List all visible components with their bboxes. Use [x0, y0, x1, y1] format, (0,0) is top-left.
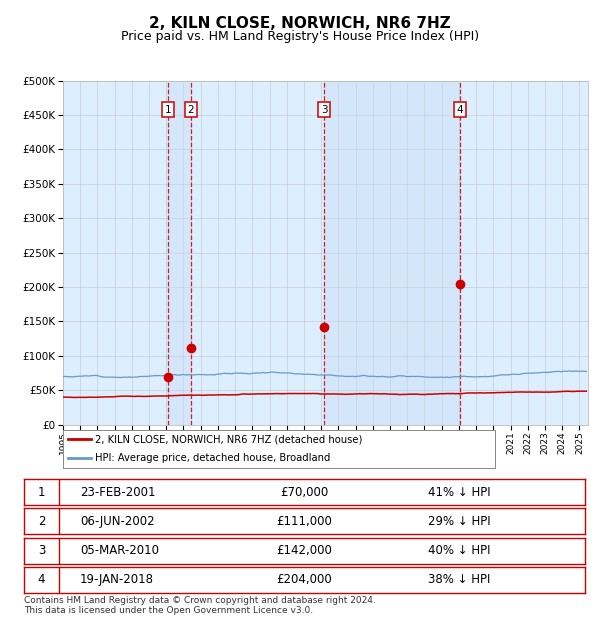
- Text: 2: 2: [38, 515, 45, 528]
- Text: Contains HM Land Registry data © Crown copyright and database right 2024.
This d: Contains HM Land Registry data © Crown c…: [24, 596, 376, 615]
- Text: 06-JUN-2002: 06-JUN-2002: [80, 515, 155, 528]
- Text: 1: 1: [165, 105, 172, 115]
- Text: 38% ↓ HPI: 38% ↓ HPI: [428, 574, 490, 586]
- Bar: [324, 81, 460, 425]
- Text: 41% ↓ HPI: 41% ↓ HPI: [428, 486, 491, 498]
- Text: 40% ↓ HPI: 40% ↓ HPI: [428, 544, 490, 557]
- Text: HPI: Average price, detached house, Broadland: HPI: Average price, detached house, Broa…: [95, 453, 331, 464]
- Text: 3: 3: [321, 105, 328, 115]
- Text: 2, KILN CLOSE, NORWICH, NR6 7HZ: 2, KILN CLOSE, NORWICH, NR6 7HZ: [149, 16, 451, 30]
- Text: £70,000: £70,000: [280, 486, 329, 498]
- Text: 23-FEB-2001: 23-FEB-2001: [80, 486, 155, 498]
- Text: £204,000: £204,000: [277, 574, 332, 586]
- Text: 2: 2: [188, 105, 194, 115]
- Text: Price paid vs. HM Land Registry's House Price Index (HPI): Price paid vs. HM Land Registry's House …: [121, 30, 479, 43]
- Text: £111,000: £111,000: [277, 515, 332, 528]
- Text: 29% ↓ HPI: 29% ↓ HPI: [428, 515, 491, 528]
- Text: 2, KILN CLOSE, NORWICH, NR6 7HZ (detached house): 2, KILN CLOSE, NORWICH, NR6 7HZ (detache…: [95, 434, 363, 445]
- Text: £142,000: £142,000: [277, 544, 332, 557]
- Text: 19-JAN-2018: 19-JAN-2018: [80, 574, 154, 586]
- Text: 05-MAR-2010: 05-MAR-2010: [80, 544, 159, 557]
- Text: 4: 4: [457, 105, 463, 115]
- Bar: [169, 81, 191, 425]
- Text: 3: 3: [38, 544, 45, 557]
- Text: 4: 4: [38, 574, 45, 586]
- Text: 1: 1: [38, 486, 45, 498]
